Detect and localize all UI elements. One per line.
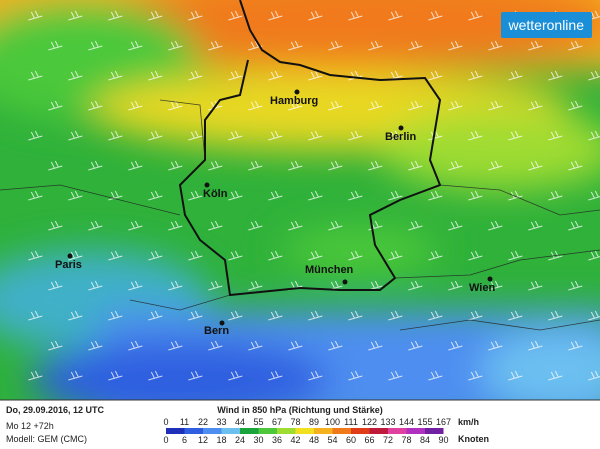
footer-bg	[0, 400, 600, 449]
kmh-unit: km/h	[458, 417, 479, 427]
legend-title: Wind in 850 hPa (Richtung und Stärke)	[217, 405, 382, 415]
legend-swatch	[406, 428, 425, 434]
legend-swatch	[425, 428, 444, 434]
city-dot	[294, 89, 300, 95]
cities: Hamburg Berlin Köln Paris München Wien Bern	[55, 89, 495, 337]
knots-label: 72	[383, 435, 393, 445]
knots-label: 60	[346, 435, 356, 445]
kmh-label: 167	[436, 417, 451, 427]
kmh-label: 144	[399, 417, 414, 427]
knots-unit: Knoten	[458, 434, 489, 444]
city-label: München	[305, 264, 354, 276]
kmh-label: 67	[272, 417, 282, 427]
knots-label: 84	[420, 435, 430, 445]
city-label: Paris	[55, 259, 82, 271]
minor-borders	[0, 99, 600, 331]
city-label: Bern	[204, 325, 229, 337]
kmh-label: 122	[362, 417, 377, 427]
knots-label: 0	[163, 435, 168, 445]
legend-swatch	[221, 428, 240, 434]
knots-label: 30	[253, 435, 263, 445]
city-label: Berlin	[385, 131, 416, 143]
legend-swatch	[388, 428, 407, 434]
knots-label: 78	[401, 435, 411, 445]
wind-barbs	[28, 10, 600, 381]
run: Mo 12 +72h	[6, 421, 54, 431]
legend-swatch	[332, 428, 351, 434]
legend-swatch	[369, 428, 388, 434]
knots-label: 90	[438, 435, 448, 445]
legend-swatch	[351, 428, 370, 434]
city-dot	[342, 279, 348, 285]
knots-label: 42	[290, 435, 300, 445]
knots-label: 66	[364, 435, 374, 445]
kmh-label: 44	[235, 417, 245, 427]
legend-swatch	[184, 428, 203, 434]
knots-label: 6	[182, 435, 187, 445]
kmh-label: 55	[253, 417, 263, 427]
kmh-label: 33	[216, 417, 226, 427]
logo: wetteronline	[500, 12, 592, 38]
city-dot	[398, 125, 404, 131]
kmh-label: 22	[198, 417, 208, 427]
legend-swatch	[258, 428, 277, 434]
city-dot	[219, 320, 225, 326]
kmh-label: 133	[380, 417, 395, 427]
legend-swatch	[166, 428, 185, 434]
model: Modell: GEM (CMC)	[6, 434, 87, 444]
legend-swatch	[277, 428, 296, 434]
date: Do, 29.09.2016, 12 UTC	[6, 405, 105, 415]
legend-swatch	[240, 428, 259, 434]
kmh-label: 89	[309, 417, 319, 427]
knots-label: 36	[272, 435, 282, 445]
legend-swatch	[295, 428, 314, 434]
kmh-label: 111	[344, 417, 358, 427]
city-dot	[67, 253, 73, 259]
knots-label: 48	[309, 435, 319, 445]
knots-label: 24	[235, 435, 245, 445]
city-label: Köln	[203, 188, 228, 200]
legend-swatch	[314, 428, 333, 434]
kmh-label: 78	[290, 417, 300, 427]
kmh-label: 0	[163, 417, 168, 427]
legend-swatch	[203, 428, 222, 434]
city-label: Hamburg	[270, 95, 318, 107]
city-dot	[487, 276, 493, 282]
knots-label: 18	[216, 435, 226, 445]
knots-label: 12	[198, 435, 208, 445]
city-label: Wien	[469, 282, 495, 294]
kmh-label: 155	[417, 417, 432, 427]
kmh-label: 11	[180, 417, 189, 427]
knots-label: 54	[327, 435, 337, 445]
kmh-label: 100	[325, 417, 340, 427]
city-dot	[204, 182, 210, 188]
wind-field	[0, 0, 600, 400]
barb-pattern	[28, 10, 600, 381]
